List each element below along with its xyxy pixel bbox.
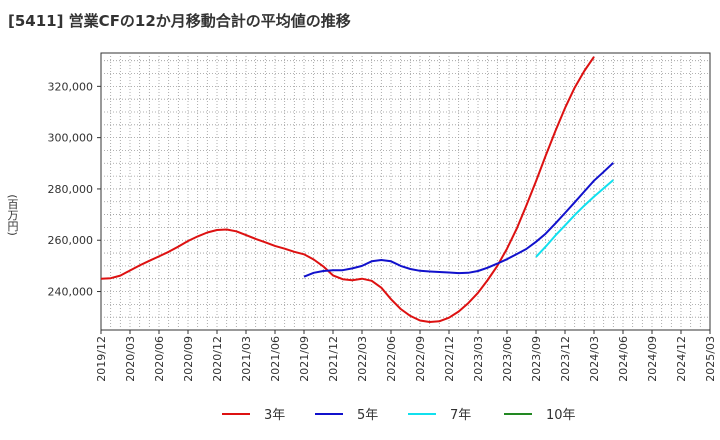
x-tick-label: 2022/03 (356, 336, 369, 382)
x-tick-label: 2022/09 (414, 336, 427, 382)
y-tick-label: 300,000 (48, 132, 94, 145)
x-tick-label: 2025/03 (704, 336, 717, 382)
series-line-5年 (303, 162, 614, 278)
legend-label: 7年 (450, 408, 471, 423)
x-tick-label: 2021/06 (269, 336, 282, 382)
x-tick-label: 2020/12 (211, 336, 224, 382)
series-line-3年 (100, 56, 595, 323)
legend-label: 10年 (546, 408, 576, 423)
legend-label: 5年 (357, 408, 378, 423)
x-tick-label: 2020/09 (182, 336, 195, 382)
x-tick-label: 2022/12 (443, 336, 456, 382)
y-axis-label: (百万円) (6, 194, 19, 236)
x-tick-label: 2021/12 (327, 336, 340, 382)
chart-title: [5411] 営業CFの12か月移動合計の平均値の推移 (8, 12, 351, 30)
x-tick-label: 2022/06 (385, 336, 398, 382)
y-tick-label: 260,000 (48, 234, 94, 247)
x-tick-label: 2019/12 (95, 336, 108, 382)
x-tick-label: 2020/06 (153, 336, 166, 382)
x-tick-label: 2023/03 (472, 336, 485, 382)
x-tick-label: 2021/03 (240, 336, 253, 382)
x-tick-label: 2024/12 (675, 336, 688, 382)
x-tick-label: 2023/09 (530, 336, 543, 382)
x-tick-label: 2024/09 (646, 336, 659, 382)
plot-area (100, 52, 711, 331)
y-tick-label: 320,000 (48, 80, 94, 93)
x-tick-label: 2024/03 (588, 336, 601, 382)
y-tick-label: 280,000 (48, 183, 94, 196)
x-tick-label: 2021/09 (298, 336, 311, 382)
x-tick-label: 2023/06 (501, 336, 514, 382)
x-tick-label: 2024/06 (617, 336, 630, 382)
x-tick-label: 2023/12 (559, 336, 572, 382)
y-tick-label: 240,000 (48, 286, 94, 299)
legend-label: 3年 (264, 408, 285, 423)
x-tick-label: 2020/03 (124, 336, 137, 382)
series-line-7年 (535, 179, 614, 258)
